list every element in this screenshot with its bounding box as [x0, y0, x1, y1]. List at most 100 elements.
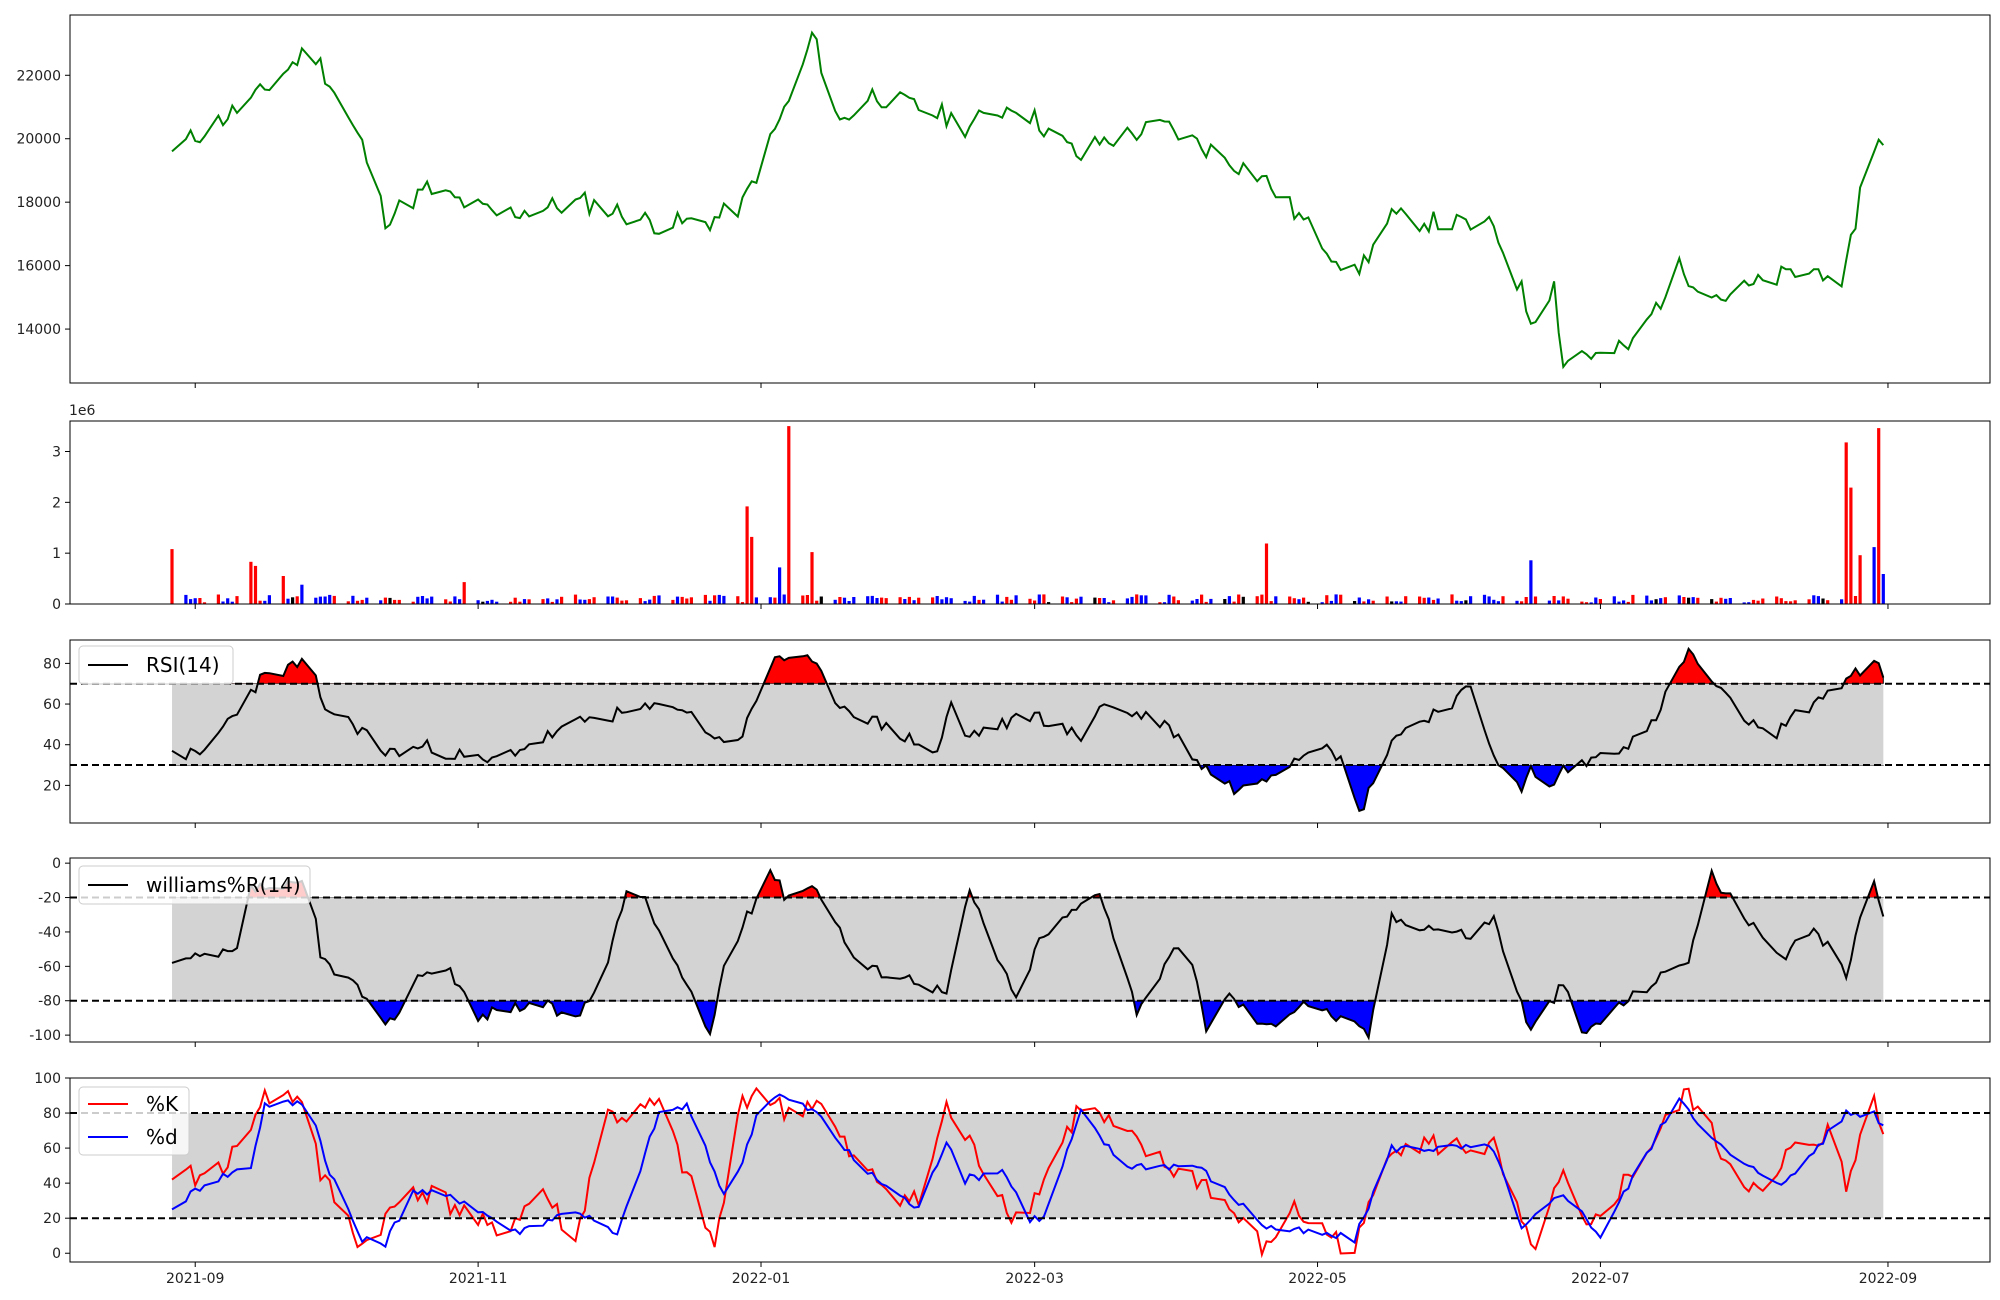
volume-bar	[1645, 595, 1649, 604]
volume-bar	[527, 599, 531, 604]
volume-bar	[1139, 595, 1143, 604]
volume-bar	[1844, 442, 1848, 604]
volume-bar	[546, 598, 550, 604]
volume-bar	[314, 597, 318, 604]
volume-bar	[1728, 598, 1732, 604]
volume-bar	[1812, 595, 1816, 604]
volume-bar	[1779, 598, 1783, 604]
rsi-neutral-band	[172, 683, 1884, 766]
williams-y-tick-label: -20	[38, 891, 61, 907]
volume-bar	[393, 599, 397, 604]
williams-y-tick-label: 0	[52, 856, 61, 872]
volume-bar	[611, 596, 615, 604]
price-y-tick-label: 16000	[16, 259, 61, 275]
volume-bar	[1264, 543, 1269, 604]
volume-bar	[1775, 596, 1779, 604]
volume-bar	[675, 596, 680, 604]
volume-bar	[1107, 602, 1111, 604]
volume-bar	[898, 597, 902, 604]
volume-bar	[221, 601, 225, 604]
volume-bar	[458, 599, 462, 604]
volume-bar	[787, 426, 791, 604]
volume-bar	[323, 596, 327, 604]
stochastic-y-tick-label: 80	[43, 1106, 61, 1122]
volume-bar	[1227, 596, 1231, 604]
volume-bar	[931, 597, 935, 604]
volume-bar	[1144, 595, 1148, 604]
volume-bar	[253, 565, 258, 604]
stochastic-legend: %K %d	[78, 1086, 190, 1156]
volume-bar	[1232, 601, 1236, 604]
volume-bar	[1524, 597, 1528, 604]
volume-bar	[708, 600, 712, 604]
volume-bar	[1223, 599, 1227, 604]
volume-bar	[750, 536, 754, 604]
volume-bar	[1816, 596, 1820, 604]
volume-bar	[1515, 600, 1519, 604]
volume-bar	[703, 594, 707, 604]
volume-bar	[740, 602, 745, 604]
volume-bar	[198, 598, 202, 604]
williams-y-tick-label: -60	[38, 959, 61, 975]
volume-bar	[671, 599, 675, 604]
volume-bar	[624, 600, 629, 604]
williams-y-tick-label: -80	[38, 994, 61, 1010]
volume-bar	[1288, 596, 1292, 604]
volume-bar	[1339, 594, 1343, 604]
volume-bar	[866, 596, 870, 604]
volume-bar	[388, 597, 392, 604]
volume-bar	[1394, 601, 1398, 604]
price-y-tick-label: 20000	[16, 132, 61, 148]
volume-bar	[1691, 597, 1695, 604]
volume-bar	[379, 600, 383, 604]
rsi-legend: RSI(14)	[78, 645, 234, 685]
volume-bar	[1176, 600, 1180, 604]
volume-bar	[1622, 600, 1626, 604]
volume-bar	[1872, 547, 1876, 604]
volume-bar	[1093, 597, 1097, 604]
x-tick-label: 2022-07	[1571, 1271, 1630, 1287]
volume-bar	[1751, 599, 1756, 604]
volume-bar	[1761, 598, 1765, 604]
volume-bar	[884, 598, 888, 604]
volume-bar	[1404, 596, 1408, 604]
volume-bar	[583, 599, 587, 604]
volume-bar	[1710, 599, 1714, 604]
volume-bar	[346, 601, 350, 604]
volume-bar	[1724, 598, 1728, 604]
volume-bar	[1617, 601, 1621, 604]
x-tick-label: 2022-05	[1288, 1271, 1347, 1287]
volume-bar	[1687, 597, 1691, 604]
volume-bar	[944, 597, 949, 604]
volume-bar	[652, 595, 656, 604]
volume-bar	[1594, 597, 1598, 604]
x-tick-label: 2022-03	[1005, 1271, 1064, 1287]
volume-bar	[968, 601, 972, 604]
volume-bar	[1241, 596, 1245, 604]
k-legend-label: %K	[146, 1092, 179, 1116]
volume-bar	[249, 561, 253, 604]
volume-bar	[1789, 601, 1793, 604]
volume-bar	[573, 594, 578, 604]
volume-bar	[351, 595, 355, 604]
volume-bar	[907, 596, 911, 604]
volume-bar	[230, 601, 234, 604]
volume-bar	[1200, 594, 1204, 604]
volume-bar	[281, 576, 285, 604]
volume-bar	[1714, 601, 1718, 604]
volume-bar	[1663, 597, 1667, 604]
volume-bar	[1529, 560, 1533, 604]
williams-neutral-band	[172, 897, 1884, 1001]
volume-bar	[1000, 601, 1004, 604]
volume-bar	[1533, 596, 1538, 604]
volume-bar	[1130, 596, 1134, 604]
volume-bar	[1487, 596, 1491, 604]
volume-bar	[522, 599, 527, 604]
volume-bar	[1501, 596, 1505, 604]
volume-bar	[689, 597, 693, 604]
volume-bar	[912, 600, 916, 604]
volume-bar	[476, 600, 480, 604]
volume-bar	[722, 595, 726, 604]
volume-bar	[1014, 595, 1018, 604]
